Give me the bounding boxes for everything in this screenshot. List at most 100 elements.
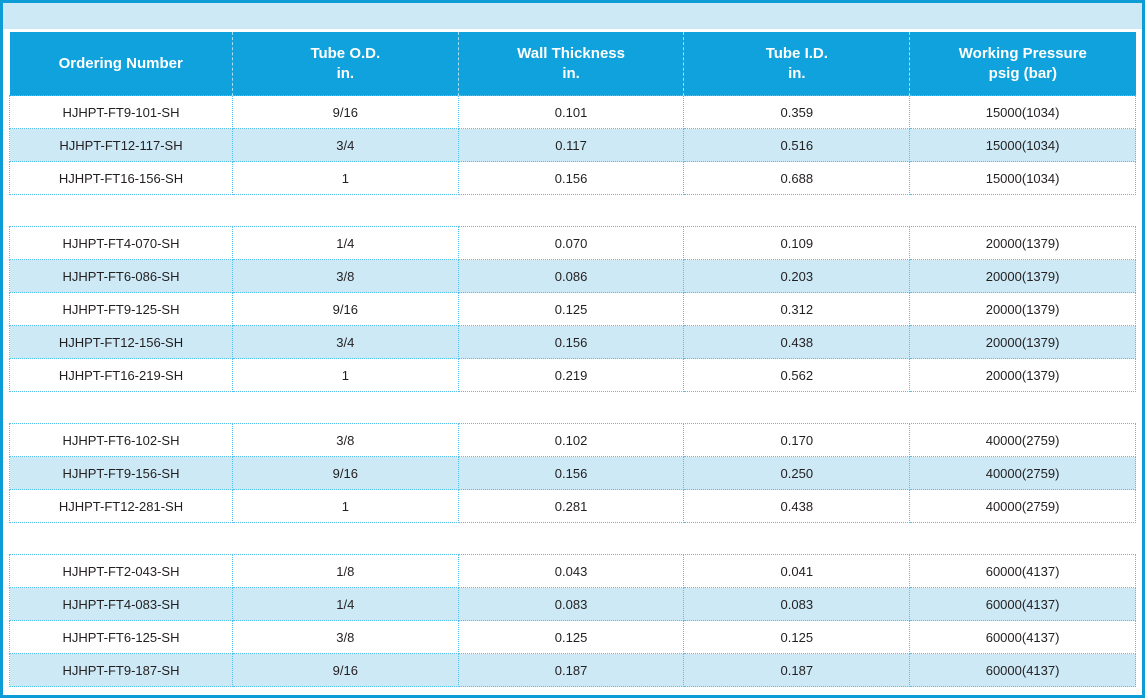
cell-tube-od: 9/16 xyxy=(231,653,459,687)
cell-tube-id: 0.438 xyxy=(683,489,911,523)
top-band xyxy=(3,3,1142,29)
cell-ordering-number: HJHPT-FT2-043-SH xyxy=(9,554,233,588)
cell-tube-od: 3/8 xyxy=(231,620,459,654)
cell-tube-od: 1 xyxy=(231,489,459,523)
spacer-row xyxy=(9,391,1136,424)
cell-tube-od: 1/4 xyxy=(231,587,459,621)
cell-tube-id: 0.187 xyxy=(683,653,911,687)
cell-ordering-number: HJHPT-FT6-086-SH xyxy=(9,259,233,293)
spacer-row xyxy=(9,194,1136,227)
cell-tube-od: 3/4 xyxy=(231,128,459,162)
table-row: HJHPT-FT4-070-SH 1/4 0.070 0.109 20000(1379) xyxy=(9,226,1136,260)
cell-ordering-number: HJHPT-FT4-070-SH xyxy=(9,226,233,260)
cell-tube-od: 3/8 xyxy=(231,259,459,293)
cell-wall-thickness: 0.101 xyxy=(457,95,685,129)
cell-tube-od: 9/16 xyxy=(231,95,459,129)
cell-working-pressure: 60000(4137) xyxy=(909,587,1136,621)
table-row: HJHPT-FT9-125-SH 9/16 0.125 0.312 20000(1379… xyxy=(9,292,1136,326)
cell-tube-id: 0.516 xyxy=(683,128,911,162)
cell-ordering-number: HJHPT-FT4-083-SH xyxy=(9,587,233,621)
tubing-spec-table: Ordering Number Tube O.D. in. Wall Thick… xyxy=(9,32,1136,687)
table-row: HJHPT-FT16-156-SH 1 0.156 0.688 15000(1034) xyxy=(9,161,1136,195)
cell-working-pressure: 20000(1379) xyxy=(909,292,1136,326)
spacer-row xyxy=(9,522,1136,555)
cell-ordering-number: HJHPT-FT6-125-SH xyxy=(9,620,233,654)
cell-ordering-number: HJHPT-FT16-156-SH xyxy=(9,161,233,195)
cell-tube-od: 1 xyxy=(231,358,459,392)
col-header-ordering-number: Ordering Number xyxy=(9,32,233,96)
table-row: HJHPT-FT6-102-SH 3/8 0.102 0.170 40000(2759) xyxy=(9,423,1136,457)
cell-wall-thickness: 0.043 xyxy=(457,554,685,588)
cell-ordering-number: HJHPT-FT9-156-SH xyxy=(9,456,233,490)
col-header-tube-od: Tube O.D. in. xyxy=(231,32,459,96)
cell-working-pressure: 15000(1034) xyxy=(909,161,1136,195)
cell-ordering-number: HJHPT-FT12-117-SH xyxy=(9,128,233,162)
cell-working-pressure: 20000(1379) xyxy=(909,358,1136,392)
cell-tube-id: 0.083 xyxy=(683,587,911,621)
cell-wall-thickness: 0.125 xyxy=(457,620,685,654)
cell-tube-id: 0.250 xyxy=(683,456,911,490)
cell-wall-thickness: 0.219 xyxy=(457,358,685,392)
cell-tube-id: 0.312 xyxy=(683,292,911,326)
table-row: HJHPT-FT6-125-SH 3/8 0.125 0.125 60000(4137) xyxy=(9,620,1136,654)
spacer-cell xyxy=(9,194,1136,227)
col-header-tube-id: Tube I.D. in. xyxy=(683,32,910,96)
table-row: HJHPT-FT12-156-SH 3/4 0.156 0.438 20000(1379… xyxy=(9,325,1136,359)
cell-working-pressure: 60000(4137) xyxy=(909,620,1136,654)
cell-working-pressure: 60000(4137) xyxy=(909,554,1136,588)
cell-tube-od: 3/8 xyxy=(231,423,459,457)
table-row: HJHPT-FT6-086-SH 3/8 0.086 0.203 20000(1379) xyxy=(9,259,1136,293)
cell-wall-thickness: 0.086 xyxy=(457,259,685,293)
header-title: Working Pressure xyxy=(958,44,1087,62)
cell-wall-thickness: 0.102 xyxy=(457,423,685,457)
cell-wall-thickness: 0.125 xyxy=(457,292,685,326)
header-unit: in. xyxy=(336,64,355,82)
cell-working-pressure: 40000(2759) xyxy=(909,423,1136,457)
table-row: HJHPT-FT9-101-SH 9/16 0.101 0.359 15000(1034… xyxy=(9,95,1136,129)
table-header-row: Ordering Number Tube O.D. in. Wall Thick… xyxy=(9,32,1136,96)
cell-ordering-number: HJHPT-FT16-219-SH xyxy=(9,358,233,392)
cell-working-pressure: 40000(2759) xyxy=(909,489,1136,523)
cell-wall-thickness: 0.187 xyxy=(457,653,685,687)
spacer-cell xyxy=(9,522,1136,555)
table-row: HJHPT-FT12-117-SH 3/4 0.117 0.516 15000(1034… xyxy=(9,128,1136,162)
cell-tube-od: 1/8 xyxy=(231,554,459,588)
header-unit: in. xyxy=(788,64,806,82)
header-title: Tube O.D. xyxy=(310,44,381,62)
cell-tube-id: 0.109 xyxy=(683,226,911,260)
table-row: HJHPT-FT9-156-SH 9/16 0.156 0.250 40000(2759… xyxy=(9,456,1136,490)
header-unit: psig (bar) xyxy=(988,64,1058,82)
header-title: Tube I.D. xyxy=(765,44,828,62)
cell-working-pressure: 15000(1034) xyxy=(909,128,1136,162)
cell-wall-thickness: 0.156 xyxy=(457,161,685,195)
cell-working-pressure: 60000(4137) xyxy=(909,653,1136,687)
table-row: HJHPT-FT2-043-SH 1/8 0.043 0.041 60000(4137) xyxy=(9,554,1136,588)
table-row: HJHPT-FT9-187-SH 9/16 0.187 0.187 60000(4137… xyxy=(9,653,1136,687)
spacer-cell xyxy=(9,391,1136,424)
cell-ordering-number: HJHPT-FT9-101-SH xyxy=(9,95,233,129)
cell-wall-thickness: 0.281 xyxy=(457,489,685,523)
col-header-wall-thickness: Wall Thickness in. xyxy=(457,32,684,96)
cell-tube-od: 1/4 xyxy=(231,226,459,260)
cell-tube-id: 0.438 xyxy=(683,325,911,359)
cell-tube-od: 1 xyxy=(231,161,459,195)
table-body: HJHPT-FT9-101-SH 9/16 0.101 0.359 15000(1034… xyxy=(9,95,1136,687)
cell-working-pressure: 20000(1379) xyxy=(909,325,1136,359)
cell-wall-thickness: 0.156 xyxy=(457,325,685,359)
cell-tube-id: 0.125 xyxy=(683,620,911,654)
cell-working-pressure: 15000(1034) xyxy=(909,95,1136,129)
table-row: HJHPT-FT12-281-SH 1 0.281 0.438 40000(2759) xyxy=(9,489,1136,523)
cell-tube-id: 0.688 xyxy=(683,161,911,195)
cell-tube-id: 0.041 xyxy=(683,554,911,588)
cell-tube-id: 0.203 xyxy=(683,259,911,293)
cell-working-pressure: 20000(1379) xyxy=(909,259,1136,293)
cell-ordering-number: HJHPT-FT9-125-SH xyxy=(9,292,233,326)
header-title: Ordering Number xyxy=(58,54,183,72)
cell-tube-id: 0.359 xyxy=(683,95,911,129)
cell-wall-thickness: 0.156 xyxy=(457,456,685,490)
header-unit: in. xyxy=(562,64,580,82)
cell-ordering-number: HJHPT-FT9-187-SH xyxy=(9,653,233,687)
cell-ordering-number: HJHPT-FT6-102-SH xyxy=(9,423,233,457)
cell-tube-od: 9/16 xyxy=(231,292,459,326)
